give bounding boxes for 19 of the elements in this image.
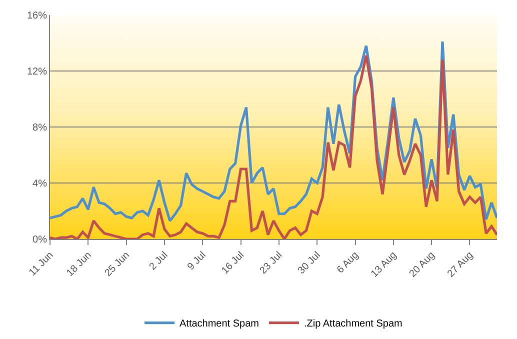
- x-tick-label: 30 Jul: [296, 250, 323, 277]
- x-tick-label: 20 Aug: [407, 250, 438, 280]
- y-tick-label: 4%: [32, 178, 48, 190]
- y-tick-label: 0%: [32, 234, 48, 246]
- y-tick-label: 8%: [32, 122, 48, 134]
- y-tick-label: 12%: [26, 66, 48, 78]
- x-tick-label: 16 Jul: [220, 250, 246, 277]
- x-tick-label: 27 Aug: [446, 250, 476, 280]
- y-tick-label: 16%: [26, 10, 48, 22]
- x-tick-label: 2 Jul: [147, 250, 170, 273]
- legend-label: .Zip Attachment Spam: [304, 318, 402, 330]
- x-tick-label: 9 Jul: [186, 250, 208, 273]
- x-tick-label: 6 Aug: [335, 250, 361, 276]
- x-tick-label: 18 Jun: [64, 250, 94, 279]
- x-tick-label: 11 Jun: [27, 250, 56, 278]
- x-tick-label: 13 Aug: [369, 250, 400, 280]
- x-tick-label: 23 Jul: [258, 250, 285, 277]
- legend-label: Attachment Spam: [180, 318, 259, 330]
- x-tick-label: 25 Jun: [102, 250, 132, 279]
